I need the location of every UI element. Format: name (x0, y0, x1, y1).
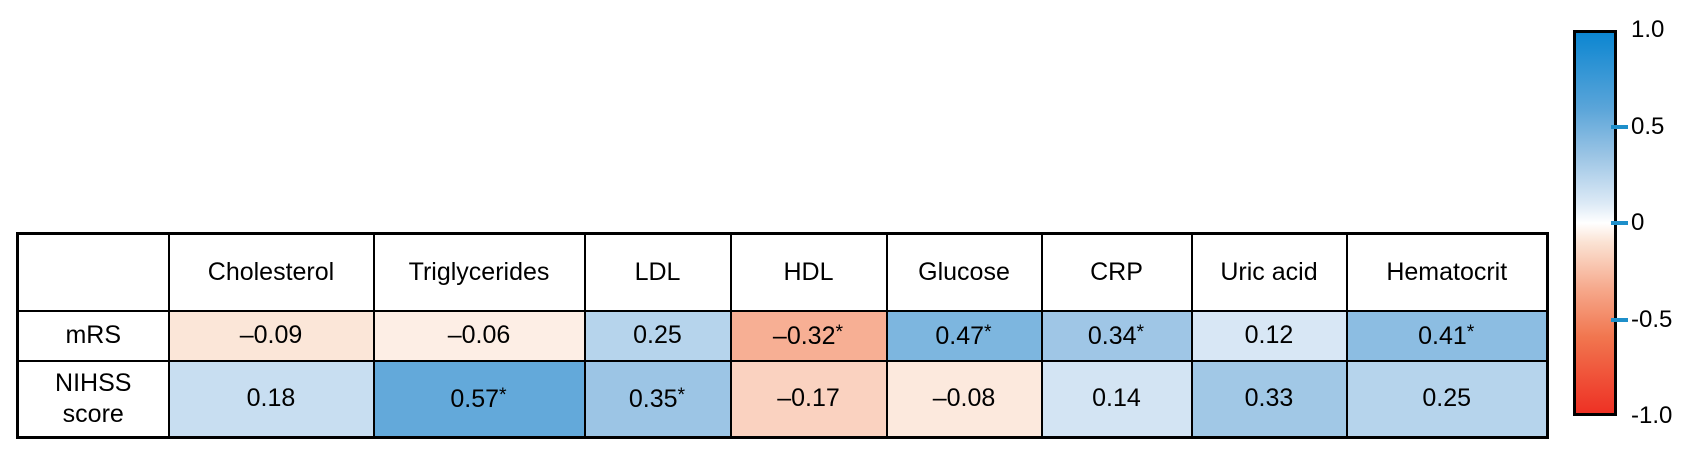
heatmap-cell: 0.14 (1040, 359, 1193, 439)
colorbar-tick-label: -0.5 (1631, 305, 1673, 333)
colorbar-tick (1611, 317, 1628, 322)
heatmap-cell: 0.25 (1345, 359, 1549, 439)
significance-asterisk: * (835, 320, 845, 343)
column-header: CRP (1040, 232, 1193, 312)
column-header: Triglycerides (372, 232, 586, 312)
significance-asterisk: * (499, 383, 508, 406)
heatmap-cell: –0.08 (885, 359, 1043, 439)
heatmap-cell: 0.34* (1040, 309, 1193, 362)
colorbar-tick-label: 0.5 (1631, 112, 1665, 140)
heatmap-cell: 0.41* (1345, 309, 1549, 362)
row-label: NIHSS score (16, 359, 170, 439)
table-body: mRS –0.09 –0.06 0.25 –0.32* 0.47* 0.34* 0.12 0.4… (16, 309, 1549, 439)
heatmap-cell: –0.17 (729, 359, 888, 439)
colorbar-tick-label: 1.0 (1631, 16, 1665, 43)
colorbar: 1.0 0.5 0 -0.5 -1.0 (1573, 16, 1689, 450)
heatmap-cell: 0.33 (1190, 359, 1348, 439)
heatmap-cell: 0.12 (1190, 309, 1348, 362)
colorbar-tick-label: 0 (1631, 209, 1645, 236)
corner-cell (16, 232, 170, 312)
table-row: NIHSS score 0.18 0.57* 0.35* –0.17 –0.08 0.14 0… (16, 359, 1549, 439)
heatmap-cell: 0.18 (167, 359, 375, 439)
row-label: mRS (16, 309, 170, 362)
column-header: Glucose (885, 232, 1043, 312)
heatmap-cell: –0.06 (372, 309, 586, 362)
column-header: Hematocrit (1345, 232, 1549, 312)
heatmap-cell: 0.25 (583, 309, 732, 362)
column-header: Uric acid (1190, 232, 1348, 312)
heatmap-cell: –0.32* (729, 309, 888, 362)
significance-asterisk: * (677, 383, 687, 406)
significance-asterisk: * (1136, 320, 1146, 343)
table-header-row: Cholesterol Triglycerides LDL HDL Glucose CRP… (16, 232, 1549, 312)
heatmap-cell: 0.35* (583, 359, 732, 439)
colorbar-tick (1611, 124, 1628, 129)
colorbar-tick (1611, 221, 1628, 225)
heatmap-cell: –0.09 (167, 309, 375, 362)
significance-asterisk: * (984, 320, 993, 343)
heatmap-cell: 0.47* (885, 309, 1043, 362)
column-header: LDL (583, 232, 732, 312)
colorbar-tick-label: -1.0 (1631, 402, 1673, 429)
significance-asterisk: * (1466, 320, 1476, 343)
correlation-table: Cholesterol Triglycerides LDL HDL Glucose CRP… (16, 232, 1549, 439)
column-header: Cholesterol (167, 232, 375, 312)
heatmap-cell: 0.57* (372, 359, 586, 439)
column-header: HDL (729, 232, 888, 312)
table-row: mRS –0.09 –0.06 0.25 –0.32* 0.47* 0.34* 0.12 0.4… (16, 309, 1549, 362)
